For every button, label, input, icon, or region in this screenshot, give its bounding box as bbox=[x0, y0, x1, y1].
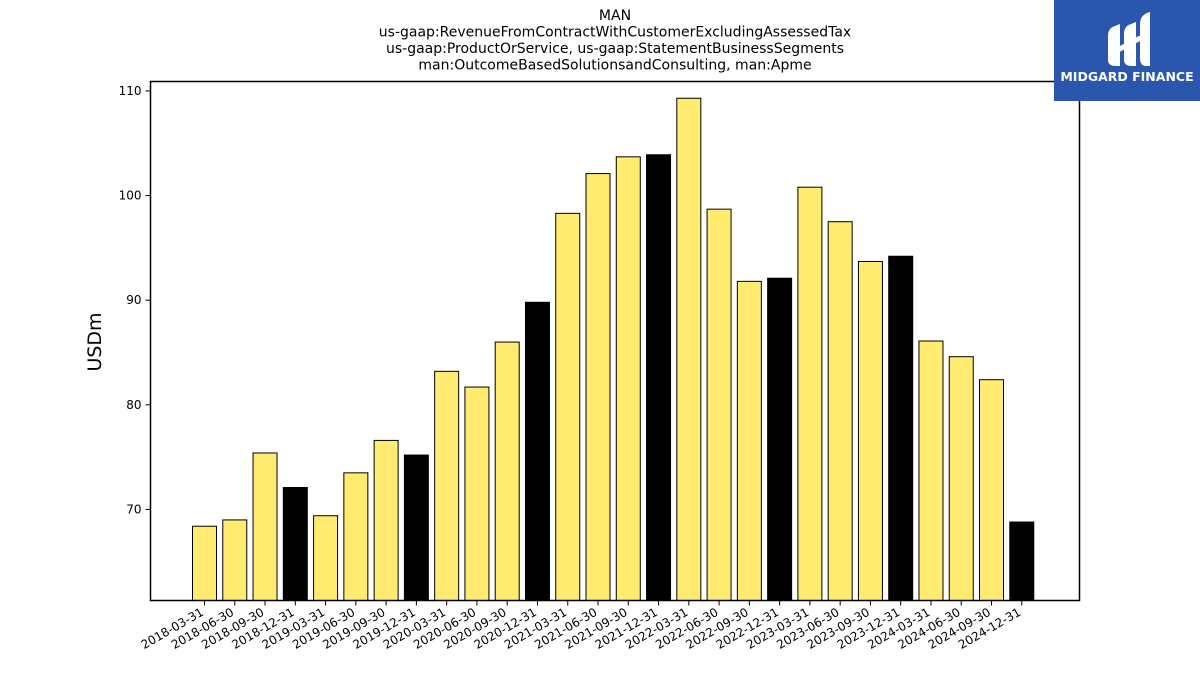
chart-title-line: us-gaap:ProductOrService, us-gaap:Statem… bbox=[386, 41, 844, 57]
bar-2019-03-31 bbox=[313, 515, 339, 601]
bar-2021-12-31 bbox=[646, 154, 672, 601]
x-axis: 2018-03-312018-06-302018-09-302018-12-31… bbox=[139, 600, 1023, 652]
chart-title-line: man:OutcomeBasedSolutionsandConsulting, … bbox=[418, 58, 811, 74]
bar-2020-12-31 bbox=[524, 301, 550, 601]
chart-title-line: us-gaap:RevenueFromContractWithCustomerE… bbox=[379, 25, 851, 41]
y-tick-label: 80 bbox=[126, 398, 141, 412]
bar-2023-12-31 bbox=[888, 255, 914, 601]
bar-2018-03-31 bbox=[192, 525, 217, 602]
chart-title: MANus-gaap:RevenueFromContractWithCustom… bbox=[379, 8, 851, 74]
bar-2023-09-30 bbox=[857, 260, 883, 601]
y-axis-label: USDm bbox=[84, 312, 106, 371]
bar-2020-03-31 bbox=[434, 370, 460, 601]
y-tick-label: 70 bbox=[126, 502, 141, 516]
bar-2019-09-30 bbox=[373, 439, 399, 601]
bar-2022-12-31 bbox=[767, 277, 793, 601]
midgard-m-logo-icon bbox=[1108, 12, 1150, 66]
bar-2024-12-31 bbox=[1009, 521, 1035, 602]
bar-2023-03-31 bbox=[797, 186, 823, 601]
bar-2024-06-30 bbox=[948, 356, 974, 602]
bar-2018-09-30 bbox=[252, 452, 278, 601]
bar-2022-09-30 bbox=[736, 280, 762, 601]
y-tick-label: 90 bbox=[126, 293, 141, 307]
bar-2023-06-30 bbox=[827, 221, 853, 602]
bar-2024-09-30 bbox=[979, 379, 1005, 601]
bar-2019-12-31 bbox=[403, 454, 429, 601]
bar-2020-09-30 bbox=[494, 341, 520, 601]
bar-2020-06-30 bbox=[464, 386, 490, 602]
bar-2021-06-30 bbox=[585, 173, 611, 602]
bar-2021-09-30 bbox=[615, 156, 641, 601]
bar-2018-06-30 bbox=[222, 519, 248, 601]
bar-2018-12-31 bbox=[282, 486, 308, 601]
plot-frame bbox=[149, 80, 1081, 602]
bar-2022-03-31 bbox=[676, 97, 702, 602]
bar-2021-03-31 bbox=[555, 212, 581, 601]
y-axis: 70 80 90 100 110 bbox=[119, 84, 151, 516]
chart-title-line: MAN bbox=[599, 8, 631, 24]
y-tick-label: 110 bbox=[119, 84, 142, 98]
bar-2024-03-31 bbox=[918, 340, 944, 601]
bars bbox=[192, 97, 1035, 602]
bar-2022-06-30 bbox=[706, 208, 732, 601]
bar-2019-06-30 bbox=[343, 472, 369, 601]
y-tick-label: 100 bbox=[119, 189, 142, 203]
logo: MIDGARD FINANCE bbox=[1054, 0, 1200, 101]
logo-text: MIDGARD FINANCE bbox=[1060, 69, 1193, 84]
